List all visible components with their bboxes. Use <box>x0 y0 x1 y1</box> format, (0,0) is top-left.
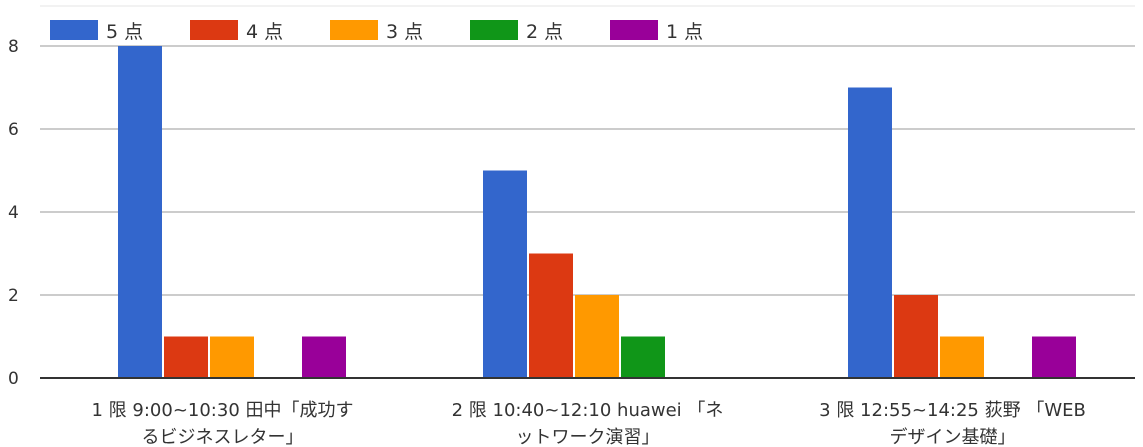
legend-label: 3 点 <box>386 21 423 43</box>
legend-label: 4 点 <box>246 21 283 43</box>
bar-3-series-5 <box>1032 336 1076 378</box>
legend-swatch <box>50 20 98 40</box>
category-label: 1 限 9:00~10:30 田中「成功す <box>92 400 354 421</box>
legend-label: 2 点 <box>526 21 563 43</box>
bar-2-series-1 <box>483 170 527 378</box>
legend-swatch <box>330 20 378 40</box>
legend-label: 1 点 <box>666 21 703 43</box>
legend-swatch <box>470 20 518 40</box>
bar-1-series-1 <box>118 46 162 378</box>
legend-item[interactable]: 3 点 <box>330 20 423 43</box>
legend-item[interactable]: 5 点 <box>50 20 143 43</box>
bar-3-series-1 <box>848 87 892 378</box>
gridlines <box>40 5 1135 296</box>
bars <box>118 46 1076 378</box>
y-tick-label: 0 <box>8 369 19 389</box>
legend[interactable]: 5 点 4 点 3 点 2 点 1 点 <box>50 20 703 43</box>
y-tick-label: 2 <box>8 286 19 306</box>
category-label: 2 限 10:40~12:10 huawei 「ネ <box>452 400 724 421</box>
legend-item[interactable]: 2 点 <box>470 20 563 43</box>
category-label: 3 限 12:55~14:25 荻野 「WEB <box>819 400 1086 421</box>
category-label: ットワーク演習」 <box>516 427 660 447</box>
bar-2-series-3 <box>575 295 619 378</box>
y-tick-label: 6 <box>8 120 19 140</box>
legend-swatch <box>610 20 658 40</box>
y-tick-label: 4 <box>8 203 19 223</box>
bar-1-series-3 <box>210 336 254 378</box>
bar-1-series-5 <box>302 336 346 378</box>
bar-2-series-4 <box>621 336 665 378</box>
legend-swatch <box>190 20 238 40</box>
legend-item[interactable]: 4 点 <box>190 20 283 43</box>
y-axis-ticks: 0 2 4 6 8 <box>8 37 19 389</box>
bar-2-series-2 <box>529 253 573 378</box>
bar-3-series-2 <box>894 295 938 378</box>
bar-3-series-3 <box>940 336 984 378</box>
y-tick-label: 8 <box>8 37 19 57</box>
category-label: るビジネスレター」 <box>142 427 304 447</box>
bar-1-series-2 <box>164 336 208 378</box>
legend-item[interactable]: 1 点 <box>610 20 703 43</box>
legend-label: 5 点 <box>106 21 143 43</box>
category-label: デザイン基礎」 <box>890 427 1016 447</box>
